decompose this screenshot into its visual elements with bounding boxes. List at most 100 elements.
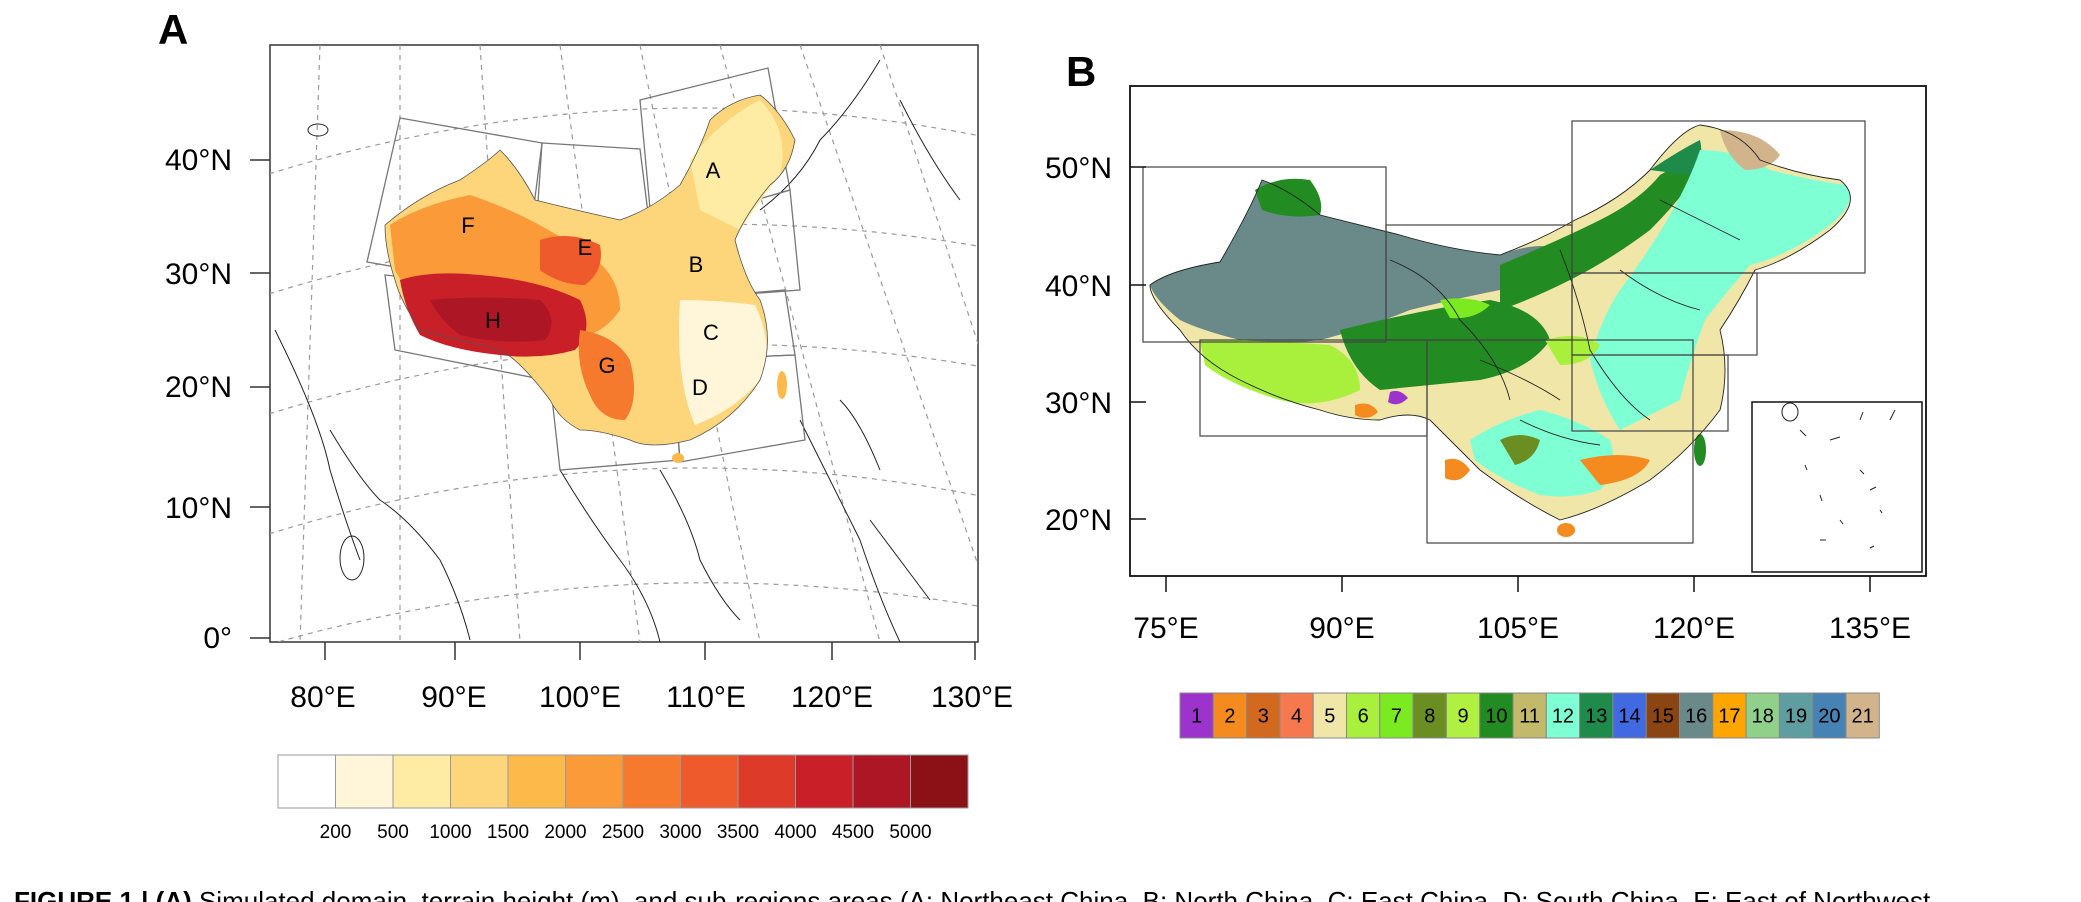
caption-bold: FIGURE 1 | (A) [14,886,192,902]
figure-caption: FIGURE 1 | (A) Simulated domain, terrain… [14,886,2074,902]
legend-swatch-17 [1712,692,1747,739]
graticule-a [270,45,978,642]
panel-b-map: B [1045,48,1927,739]
legend-label-1: 1 [1191,706,1202,728]
lat-label-a-20: 20°N [165,371,232,404]
legend-swatch-20 [1812,692,1847,739]
region-label-a: A [706,158,721,183]
lat-label-b-30: 30°N [1045,387,1112,420]
lat-axis-a: 40°N 30°N 20°N 10°N 0° [165,144,270,655]
lat-axis-b: 50°N 40°N 30°N 20°N [1045,152,1146,537]
lon-label-b-135: 135°E [1829,612,1911,645]
colorbar-tick-label: 2500 [602,822,644,843]
panel-a-label: A [158,6,188,53]
colorbar-tick-label: 500 [377,822,409,843]
legend-label-19: 19 [1785,706,1807,728]
lon-label-a-110: 110°E [666,681,746,714]
terrain-height-a [385,95,795,463]
colorbar-swatch-5 [507,754,566,809]
land-cover-legend: 1 2 3 4 5 6 7 8 9 10 11 12 13 14 15 16 17 18 19 20 21 [1179,692,1880,739]
legend-label-7: 7 [1391,706,1402,728]
legend-label-11: 11 [1519,706,1540,728]
legend-swatch-9 [1445,692,1481,739]
lon-label-b-75: 75°E [1133,612,1198,645]
lat-label-b-20: 20°N [1045,504,1112,537]
lat-label-a-10: 10°N [165,492,232,525]
terrain-colorbar-ticks: 200 500 1000 1500 2000 2500 3000 3500 4000 4500 50… [320,822,932,843]
legend-label-21: 21 [1852,706,1874,728]
lon-label-b-90: 90°E [1309,612,1374,645]
map-a-frame [269,44,979,643]
lat-label-b-40: 40°N [1045,270,1112,303]
region-labels: A B C D E F G H [461,158,720,400]
legend-label-4: 4 [1291,706,1302,728]
legend-swatch-4 [1279,692,1314,739]
legend-label-10: 10 [1485,706,1507,728]
lat-label-a-40: 40°N [165,144,232,177]
lat-label-a-0: 0° [203,622,232,655]
colorbar-tick-label: 1000 [429,822,471,843]
lon-axis-a: 80°E 90°E 100°E 110°E 120°E 130°E [290,642,1013,714]
region-label-h: H [485,308,501,333]
legend-label-14: 14 [1618,706,1640,728]
terrain-colorbar [277,754,969,809]
colorbar-swatch-9 [737,754,796,809]
legend-swatch-5 [1312,692,1347,739]
south-china-sea-inset [1751,401,1923,573]
legend-swatch-2 [1212,692,1248,739]
colorbar-tick-label: 4000 [774,822,816,843]
colorbar-swatch-2 [335,754,394,809]
colorbar-swatch-6 [565,754,624,809]
colorbar-swatch-11 [852,754,911,809]
legend-swatch-15 [1645,692,1680,739]
subregion-boxes-b [1142,120,1866,544]
legend-swatch-14 [1612,692,1647,739]
legend-label-9: 9 [1457,706,1468,728]
lon-label-a-130: 130°E [931,681,1013,714]
legend-swatch-6 [1346,692,1381,739]
colorbar-swatch-7 [622,754,681,809]
legend-swatch-21 [1845,692,1880,739]
legend-swatch-13 [1579,692,1614,739]
legend-label-12: 12 [1552,706,1574,728]
lon-axis-b: 75°E 90°E 105°E 120°E 135°E [1133,576,1911,645]
lon-label-a-120: 120°E [791,681,873,714]
colorbar-tick-label: 2000 [544,822,586,843]
legend-label-2: 2 [1224,706,1235,728]
colorbar-tick-label: 200 [320,822,352,843]
lat-label-b-50: 50°N [1045,152,1112,185]
panel-a-map: A [158,6,1013,843]
colorbar-tick-label: 4500 [832,822,874,843]
land-cover-b [1150,125,1851,537]
colorbar-swatch-10 [795,754,854,809]
colorbar-swatch-8 [680,754,739,809]
legend-label-20: 20 [1818,706,1840,728]
colorbar-swatch-3 [392,754,451,809]
lon-label-b-120: 120°E [1653,612,1735,645]
legend-label-13: 13 [1585,706,1607,728]
region-label-b: B [689,252,704,277]
legend-label-6: 6 [1358,706,1369,728]
colorbar-swatch-1 [277,754,336,809]
region-label-e: E [578,235,593,260]
colorbar-tick-label: 1500 [487,822,529,843]
caption-text: Simulated domain, terrain height (m), an… [191,886,1931,902]
region-label-c: C [703,320,719,345]
lat-label-a-30: 30°N [165,258,232,291]
region-label-g: G [598,353,615,378]
china-border-a [384,94,796,446]
region-label-f: F [461,213,474,238]
legend-label-5: 5 [1324,706,1335,728]
lon-label-a-90: 90°E [421,681,486,714]
map-b-frame [1129,85,1927,577]
lon-label-b-105: 105°E [1477,612,1559,645]
colorbar-swatch-4 [450,754,509,809]
colorbar-swatch-12 [910,754,969,809]
legend-swatch-10 [1479,692,1514,739]
legend-label-15: 15 [1652,706,1674,728]
legend-label-18: 18 [1752,706,1774,728]
lon-label-a-100: 100°E [539,681,621,714]
legend-swatch-19 [1778,692,1814,739]
legend-label-17: 17 [1718,706,1740,728]
region-label-d: D [692,375,708,400]
